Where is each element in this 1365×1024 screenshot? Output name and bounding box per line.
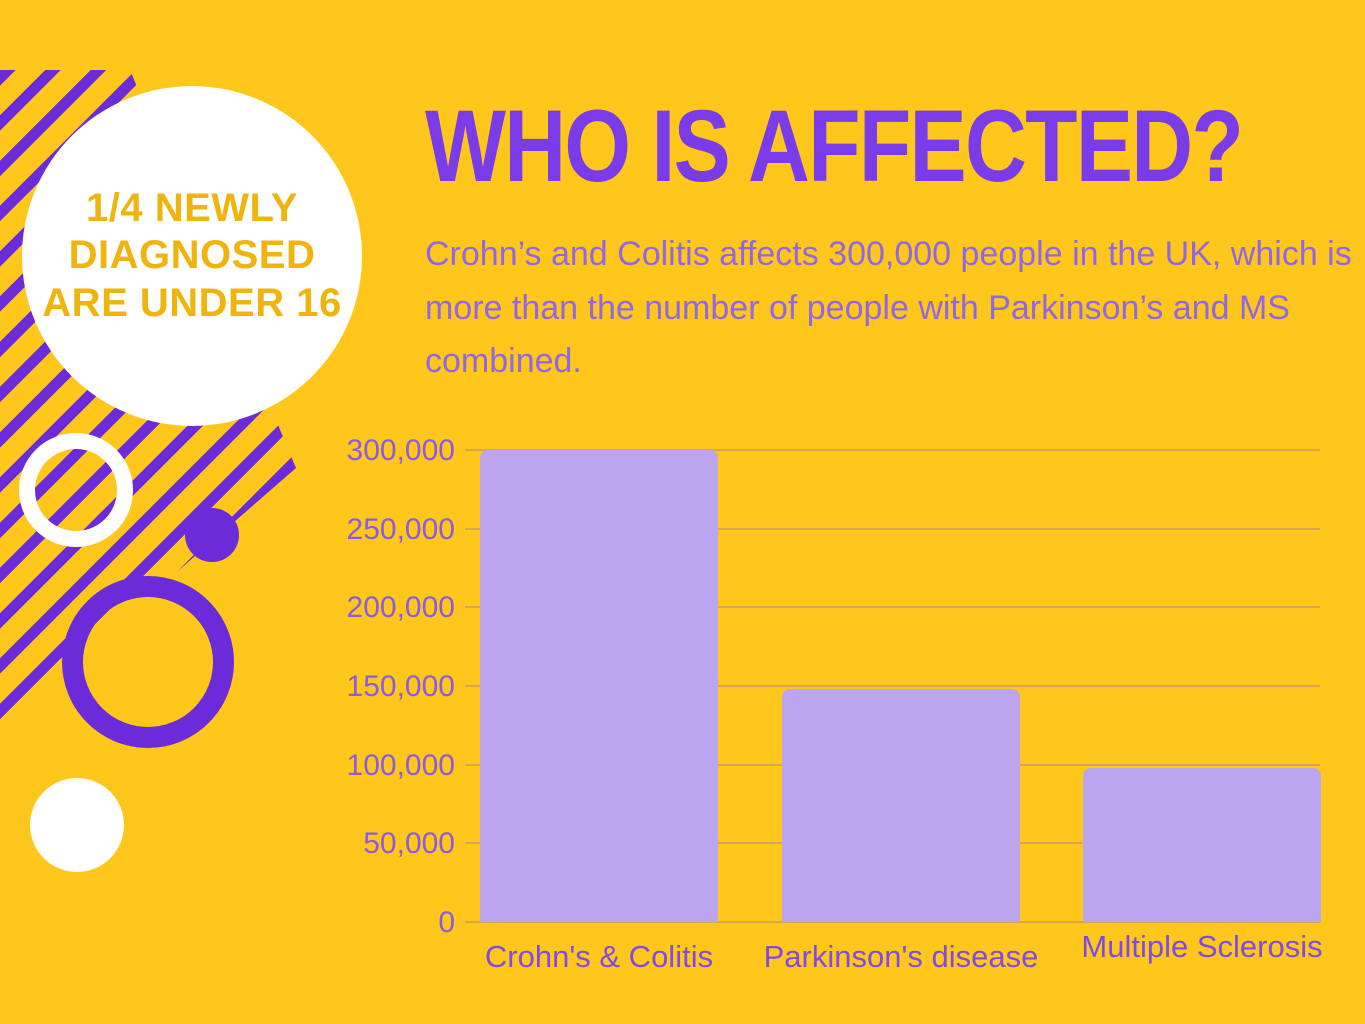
y-axis-tick-label: 200,000 (346, 591, 455, 625)
x-axis-label: Crohn's & Colitis (484, 939, 714, 974)
white-ring-icon (19, 433, 133, 547)
y-axis-tick-label: 150,000 (346, 670, 455, 703)
plot-area (465, 449, 1321, 923)
page-title: WHO IS AFFECTED? (425, 89, 1244, 203)
y-axis-tick-label: 50,000 (363, 827, 455, 861)
gridline (465, 921, 1320, 923)
stat-badge-line-2: DIAGNOSED (68, 233, 316, 278)
stat-badge-line-1: 1/4 NEWLY (86, 186, 298, 231)
chart-bar (1083, 767, 1321, 922)
white-dot-icon (30, 778, 124, 872)
chart-bar (782, 689, 1020, 922)
y-axis-tick-label: 300,000 (346, 434, 455, 467)
gridline (465, 685, 1320, 687)
intro-paragraph: Crohn’s and Colitis affects 300,000 peop… (425, 235, 1352, 381)
y-axis-tick-label: 250,000 (346, 512, 455, 546)
chart-bar (480, 450, 718, 922)
stat-badge: 1/4 NEWLY DIAGNOSED ARE UNDER 16 (22, 86, 362, 426)
y-axis: 300,000 250,000 200,000 150,000 100,000 50,00… (340, 434, 455, 962)
x-axis: Crohn's & Colitis Parkinson's disease Mult… (465, 929, 1323, 985)
y-axis-tick-label: 0 (438, 906, 455, 939)
bar-chart: 300,000 250,000 200,000 150,000 100,000 50,00… (340, 430, 1340, 990)
purple-dot-icon (185, 508, 239, 562)
stat-badge-text: 1/4 NEWLY DIAGNOSED ARE UNDER 16 (42, 185, 341, 327)
gridline (465, 527, 1320, 530)
gridline (465, 606, 1320, 609)
purple-ring-icon (62, 576, 234, 748)
gridline (465, 449, 1320, 451)
y-axis-tick-label: 100,000 (346, 748, 455, 782)
stat-badge-line-3: ARE UNDER 16 (42, 280, 342, 325)
x-axis-label: Parkinson's disease (763, 939, 1039, 974)
x-axis-label: Multiple Sclerosis (1081, 929, 1323, 964)
